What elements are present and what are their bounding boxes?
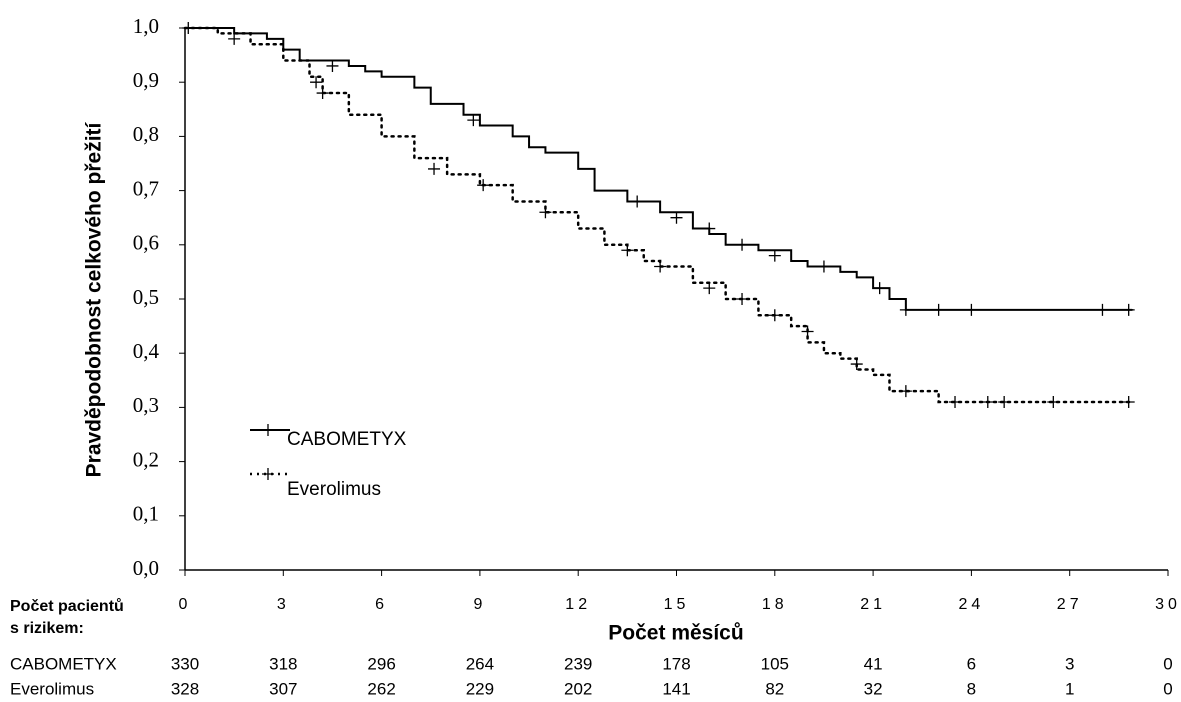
x-tick-label: 3 [277,596,290,613]
censor-mark [768,249,781,262]
risk-count: 0 [1163,654,1172,673]
x-tick-label: 15 [664,596,690,613]
censor-mark [477,179,490,192]
y-axis-label: Pravděpodobnost celkového přežití [83,121,106,477]
risk-count: 296 [367,654,395,673]
risk-title: s rizikem: [10,620,84,637]
x-tick-label: 12 [565,596,591,613]
risk-count: 1 [1065,679,1074,698]
risk-count: 262 [367,679,395,698]
censor-mark [228,32,241,45]
y-tick-label: 0,1 [133,502,159,526]
censor-mark [873,282,886,295]
risk-count: 6 [967,654,976,673]
x-tick-label: 18 [762,596,788,613]
censor-mark [817,260,830,273]
legend-label: Everolimus [287,479,381,500]
censor-mark [932,303,945,316]
risk-count: 105 [761,654,789,673]
risk-count: 3 [1065,654,1074,673]
censor-mark [428,162,441,175]
censor-mark [631,195,644,208]
censor-mark [316,87,329,100]
y-tick-label: 0,3 [133,393,159,417]
y-tick-label: 0,6 [133,231,159,255]
censor-mark [736,238,749,251]
x-tick-label: 21 [860,596,886,613]
risk-count: 82 [765,679,784,698]
censor-mark [965,303,978,316]
y-tick-label: 1,0 [133,14,159,38]
censor-mark [899,303,912,316]
censor-mark [539,206,552,219]
censor-mark [1096,303,1109,316]
censor-mark [467,114,480,127]
x-tick-label: 27 [1057,596,1083,613]
censor-mark [1122,303,1135,316]
risk-count: 264 [466,654,494,673]
x-tick-label: 24 [959,596,985,613]
censor-mark [670,211,683,224]
censor-mark [326,59,339,72]
risk-count: 229 [466,679,494,698]
censor-mark [801,325,814,338]
risk-row-label: CABOMETYX [10,654,117,673]
censor-mark [1047,395,1060,408]
y-tick-label: 0,2 [133,447,159,471]
x-axis-label: Počet měsíců [608,622,743,645]
censor-mark [998,395,1011,408]
censor-mark [850,358,863,371]
risk-count: 328 [171,679,199,698]
censor-mark [899,385,912,398]
censor-mark [981,395,994,408]
x-tick-label: 0 [179,596,192,613]
censor-mark [768,309,781,322]
risk-count: 239 [564,654,592,673]
risk-count: 330 [171,654,199,673]
censor-mark [621,244,634,257]
censor-mark [703,222,716,235]
risk-count: 178 [662,654,690,673]
y-tick-label: 0,0 [133,556,159,580]
risk-row-label: Everolimus [10,679,94,698]
legend-marker [262,468,274,480]
risk-count: 32 [864,679,883,698]
risk-count: 0 [1163,679,1172,698]
y-tick-label: 0,7 [133,176,159,200]
risk-count: 8 [967,679,976,698]
legend-marker [262,424,274,436]
y-tick-label: 0,9 [133,68,159,92]
censor-mark [1122,395,1135,408]
y-tick-label: 0,8 [133,122,159,146]
x-tick-label: 9 [473,596,486,613]
risk-title: Počet pacientů [10,598,124,615]
survival-curve [184,27,1133,311]
risk-count: 41 [864,654,883,673]
censor-mark [654,260,667,273]
y-tick-label: 0,5 [133,285,159,309]
censor-mark [703,282,716,295]
risk-count: 202 [564,679,592,698]
censor-mark [949,395,962,408]
risk-count: 318 [269,654,297,673]
legend-label: CABOMETYX [287,429,407,450]
x-tick-label: 30 [1155,596,1181,613]
censor-mark [736,293,749,305]
survival-curve [183,26,1134,404]
censor-mark [310,76,323,89]
y-tick-label: 0,4 [133,339,160,363]
risk-count: 307 [269,679,297,698]
risk-count: 141 [662,679,690,698]
x-tick-label: 6 [375,596,388,613]
